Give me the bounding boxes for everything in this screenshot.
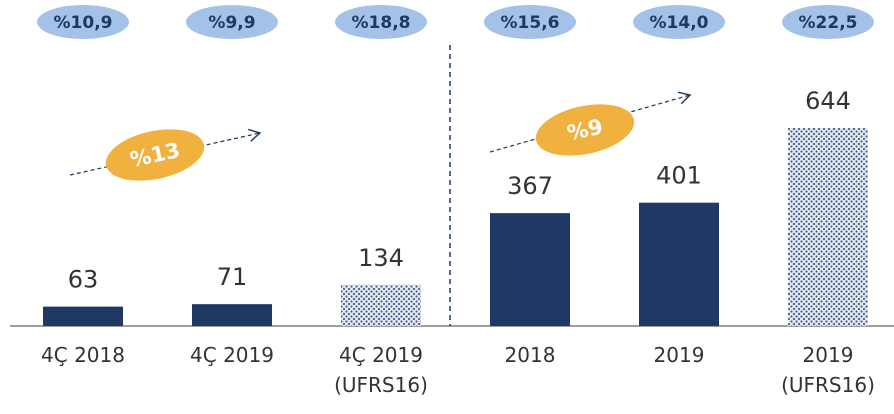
value-label: 63: [68, 266, 99, 294]
margin-label: %14,0: [650, 13, 709, 33]
bar: [192, 304, 272, 326]
margin-badge: [782, 5, 874, 39]
growth-arrow: [69, 128, 262, 176]
bar: [341, 284, 421, 326]
x-tick-label: 4Ç 2018: [41, 343, 125, 367]
margin-label: %9,9: [208, 13, 255, 33]
margin-label: %22,5: [799, 13, 858, 33]
growth-badge: %9: [535, 104, 635, 156]
margin-badge: [186, 5, 278, 39]
bar: [43, 306, 123, 326]
margin-badge: [335, 5, 427, 39]
x-tick-label: 2018: [504, 343, 556, 367]
value-label: 134: [358, 244, 404, 272]
value-label: 401: [656, 162, 702, 190]
margin-badge: [484, 5, 576, 39]
x-tick-label: 4Ç 2019: [190, 343, 274, 367]
margin-badge: [633, 5, 725, 39]
x-tick-label: 4Ç 2019 (UFRS16): [334, 343, 428, 397]
x-tick-label: 2019: [653, 343, 705, 367]
value-label: 367: [507, 172, 553, 200]
margin-label: %15,6: [501, 13, 560, 33]
value-label: 644: [805, 87, 851, 115]
growth-badge: %13: [105, 129, 205, 181]
bar: [788, 127, 868, 326]
value-label: 71: [217, 263, 248, 291]
margin-badge: [37, 5, 129, 39]
x-tick-label: 2019 (UFRS16): [781, 343, 875, 397]
margin-label: %18,8: [352, 13, 411, 33]
bar: [639, 202, 719, 326]
bar: [490, 213, 570, 326]
margin-label: %10,9: [54, 13, 113, 33]
